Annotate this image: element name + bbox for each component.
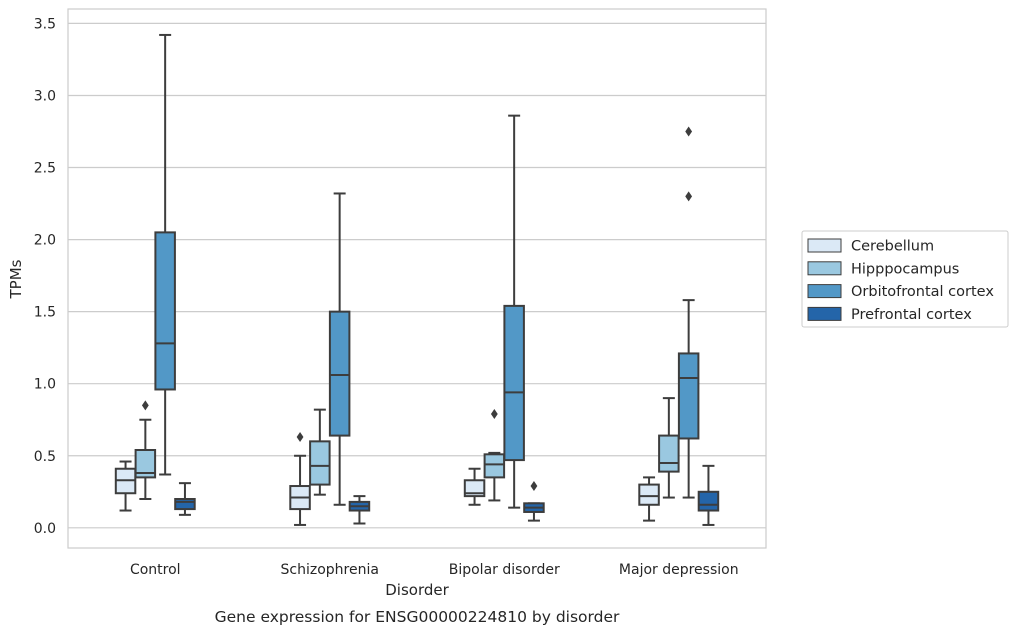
outlier-point: [296, 432, 304, 443]
box-series-layer: [114, 33, 720, 526]
x-tick-label: Major depression: [619, 562, 739, 578]
box-iqr: [463, 479, 486, 498]
legend-entry-label: Cerebellum: [851, 239, 934, 255]
box-hipppocampus: [658, 397, 680, 499]
box-iqr: [328, 310, 351, 437]
box-prefrontal-cortex: [348, 495, 371, 525]
legend-entry-label: Hipppocampus: [851, 261, 959, 277]
box-iqr: [174, 498, 196, 511]
legend-entry-label: Orbitofrontal cortex: [851, 284, 994, 300]
legend-swatch: [807, 284, 842, 299]
box-cerebellum: [114, 460, 137, 512]
legend-swatch: [807, 238, 842, 253]
box-iqr: [697, 490, 720, 512]
box-hipppocampus: [309, 408, 331, 496]
box-iqr: [503, 304, 525, 462]
box-prefrontal-cortex: [523, 481, 545, 522]
box-orbitofrontal-cortex: [503, 114, 525, 509]
outlier-point: [685, 126, 693, 137]
chart-caption: Gene expression for ENSG00000224810 by d…: [215, 608, 620, 626]
outlier-point: [141, 400, 149, 411]
box-orbitofrontal-cortex: [154, 33, 176, 476]
box-iqr: [658, 434, 680, 473]
y-tick-label: 1.5: [34, 305, 56, 321]
box-prefrontal-cortex: [697, 464, 720, 526]
box-iqr: [134, 449, 157, 479]
y-tick-label: 2.0: [34, 233, 56, 249]
y-tick-label: 2.5: [34, 161, 56, 177]
x-tick-label: Schizophrenia: [281, 562, 379, 578]
y-tick-label: 1.0: [34, 377, 56, 393]
y-tick-label: 0.0: [34, 521, 56, 537]
box-hipppocampus: [134, 400, 157, 500]
y-tick-label: 3.5: [34, 16, 56, 32]
box-iqr: [309, 440, 331, 486]
box-prefrontal-cortex: [174, 482, 196, 516]
box-cerebellum: [638, 476, 660, 522]
legend-swatch: [807, 261, 842, 276]
box-iqr: [483, 453, 506, 479]
box-iqr: [677, 352, 700, 440]
outlier-point: [490, 408, 498, 419]
x-axis-ticks: Control Schizophrenia Bipolar disorder Majo…: [130, 562, 739, 578]
box-iqr: [154, 231, 176, 391]
x-tick-label: Bipolar disorder: [449, 562, 560, 578]
outlier-point: [685, 191, 693, 202]
y-axis-label: TPMs: [7, 259, 25, 299]
box-hipppocampus: [483, 408, 506, 502]
legend-swatch: [807, 306, 842, 321]
box-cerebellum: [463, 467, 486, 506]
box-iqr: [638, 483, 660, 506]
x-axis-label: Disorder: [385, 581, 449, 599]
legend-entry-label: Prefrontal cortex: [851, 307, 972, 323]
y-tick-label: 3.0: [34, 88, 56, 104]
plot-area-frame: [67, 8, 767, 549]
legend-frame: [801, 230, 1009, 328]
outlier-point: [530, 481, 538, 492]
box-cerebellum: [289, 432, 311, 526]
x-tick-label: Control: [130, 562, 181, 578]
box-orbitofrontal-cortex: [328, 192, 351, 506]
legend: Cerebellum Hipppocampus Orbitofrontal cort…: [801, 230, 1009, 328]
box-orbitofrontal-cortex: [677, 126, 700, 499]
y-axis-ticks: 0.0 0.5 1.0 1.5 2.0 2.5 3.0 3.5: [34, 16, 56, 536]
y-tick-label: 0.5: [34, 449, 56, 465]
gridlines: [68, 22, 766, 529]
